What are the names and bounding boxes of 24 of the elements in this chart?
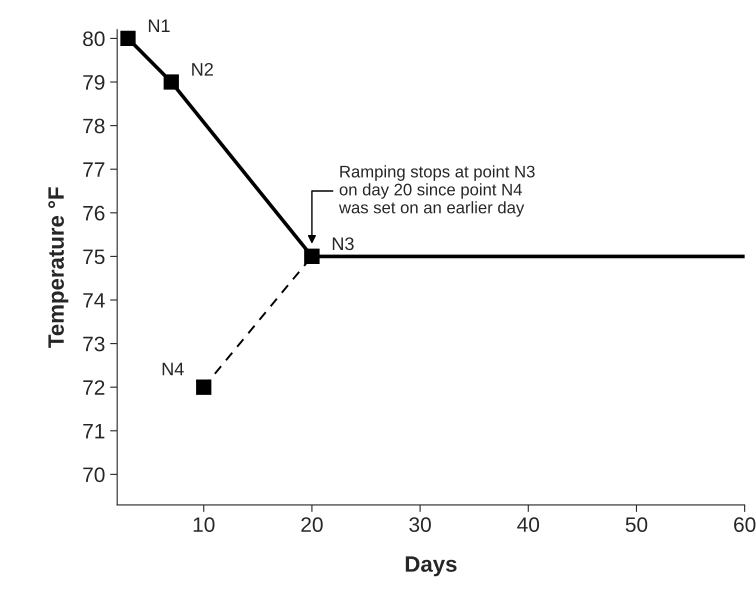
- annotation: N2: [192, 62, 213, 76]
- y-tick-label: 79: [83, 75, 104, 90]
- y-tick-label: 76: [83, 206, 104, 221]
- x-axis-title: Days: [406, 556, 457, 576]
- annotation: Ramping stops at point N3 on day 20 since point N4 was set on an earlier day: [338, 165, 535, 217]
- x-tick-label: 40: [517, 517, 540, 532]
- y-tick-label: 78: [83, 118, 104, 134]
- annotation: N1: [148, 20, 170, 32]
- x-tick-label: 20: [301, 517, 323, 532]
- y-tick-label: 75: [83, 250, 105, 264]
- y-tick-label: 80: [83, 31, 105, 46]
- x-tick-label: 10: [194, 517, 214, 532]
- x-tick-label: 60: [734, 517, 756, 532]
- y-axis-title: Temperature °F: [48, 187, 68, 348]
- y-tick-label: 77: [83, 162, 104, 177]
- annotation: N3: [332, 237, 354, 250]
- y-tick-label: 70: [83, 467, 105, 482]
- y-tick-label: 74: [83, 293, 105, 308]
- y-tick-label: 71: [83, 424, 104, 438]
- annotation: N4: [162, 362, 184, 376]
- x-tick-label: 30: [409, 517, 431, 532]
- x-tick-label: 50: [626, 517, 648, 532]
- y-tick-label: 73: [83, 336, 104, 352]
- y-tick-label: 72: [83, 380, 104, 395]
